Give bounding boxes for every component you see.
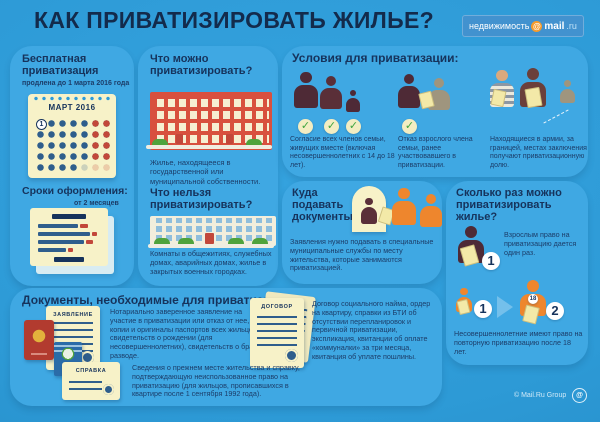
clerk-figure: [361, 198, 377, 232]
chart-bar: [38, 240, 84, 244]
applicant-figure: [420, 194, 442, 236]
calendar-faded-dots: [79, 162, 112, 173]
arrow-right-icon: [497, 296, 513, 318]
chest-badge: 18: [528, 294, 538, 304]
document-text: Договор социального найма, ордер на квар…: [312, 299, 431, 361]
condition-text: Находящиеся в армии, за границей, местах…: [490, 136, 587, 169]
condition-text: Отказ взрослого члена семьи, ранее участ…: [398, 136, 473, 169]
count-badge: 1: [482, 252, 500, 270]
bush-icon: [252, 238, 268, 245]
chart-bar: [38, 248, 66, 252]
seal-icon: [285, 349, 298, 362]
chart-bar: [80, 224, 88, 228]
seal-icon: [81, 351, 94, 364]
bush-icon: [246, 139, 262, 146]
chart-bar: [38, 232, 90, 236]
chart-bar: [86, 240, 93, 244]
condition-text: Согласие всех членов семьи, живущих вмес…: [290, 136, 395, 169]
page-title: КАК ПРИВАТИЗИРОВАТЬ ЖИЛЬЕ?: [34, 7, 434, 33]
door-icon: [176, 134, 183, 144]
refusing-adult-figure: [398, 74, 420, 118]
dogovor-document: ДОГОВОР: [250, 298, 304, 368]
spravka-document: СПРАВКА: [62, 362, 120, 400]
processing-time-chart: [30, 208, 108, 266]
check-icon: ✓: [402, 119, 417, 134]
bush-icon: [154, 238, 170, 245]
absent-ghost-figure: [560, 80, 575, 110]
document-text: Сведения о прежнем месте жительства и сп…: [132, 363, 300, 399]
brand-logo[interactable]: недвижимость @ mail .ru: [462, 15, 584, 37]
building-base: [146, 145, 272, 149]
where-text: Заявления нужно подавать в специальные м…: [290, 237, 434, 273]
chart-bar: [68, 248, 73, 252]
howmany-adult-text: Взрослым право на приватизацию дается од…: [504, 230, 577, 257]
door-icon: [205, 233, 214, 244]
building-base: [148, 244, 274, 248]
calendar-weekend-dots: [90, 118, 112, 173]
howmany-minor-text: Несовершеннолетние имеют право на повтор…: [454, 329, 583, 356]
section-howmany-title: Сколько раз можно приватизировать жилье?: [456, 187, 562, 223]
calendar-perforation: [33, 96, 111, 101]
chart-bar: [54, 257, 84, 262]
family-father-figure: [294, 72, 318, 118]
can-text: Жилье, находящееся в государственной или…: [150, 158, 261, 186]
seal-icon: [103, 384, 114, 395]
document-label: ДОГОВОР: [261, 304, 293, 310]
bush-icon: [178, 238, 194, 245]
calendar-day-1: 1: [36, 119, 47, 130]
document-label: СПРАВКА: [75, 368, 107, 374]
applicant-figure: [392, 188, 416, 236]
calendar-graphic: МАРТ 2016 1: [28, 94, 116, 178]
document-label: ЗАЯВЛЕНИЕ: [53, 312, 93, 318]
section-can-title: Что можно приватизировать?: [150, 53, 253, 77]
section-documents-title: Документы, необходимые для приватизации:: [22, 293, 296, 307]
document-text: Нотариально заверенное заявление на учас…: [110, 307, 267, 360]
can-building-icon: [150, 92, 272, 150]
chart-bar: [92, 232, 97, 236]
chart-bar: [52, 214, 86, 219]
document-lines: [69, 378, 102, 390]
section-where-title: Куда подавать документы?: [292, 187, 360, 223]
section-free-title: Бесплатная приватизация: [22, 53, 99, 77]
free-subtitle: продлена до 1 марта 2016 года: [22, 80, 130, 87]
check-icon: ✓: [346, 119, 361, 134]
section-timing-title: Сроки оформления:: [22, 185, 128, 197]
footer-at-badge: @: [572, 388, 587, 403]
section-conditions-title: Условия для приватизации:: [292, 51, 459, 65]
brand-mail: mail: [544, 20, 565, 32]
cannot-text: Комнаты в общежитиях, служебных домах, а…: [150, 249, 272, 276]
brand-name: недвижимость: [469, 21, 530, 31]
calendar-month: МАРТ 2016: [48, 103, 96, 112]
family-child-figure: [346, 90, 360, 118]
bush-icon: [228, 238, 244, 245]
family-mother-figure: [320, 76, 342, 118]
timing-duration: от 2 месяцев: [74, 200, 119, 207]
check-icon: ✓: [298, 119, 313, 134]
panel-background: [446, 181, 588, 365]
door-icon: [226, 134, 233, 144]
document-sheet-icon: [524, 86, 543, 109]
bush-icon: [152, 139, 168, 146]
count-badge: 1: [474, 300, 492, 318]
count-badge: 2: [546, 302, 564, 320]
brand-tld: .ru: [566, 21, 577, 31]
chart-bar: [38, 224, 78, 228]
passport-icon: [24, 320, 54, 360]
at-icon: @: [531, 20, 543, 32]
check-icon: ✓: [324, 119, 339, 134]
document-lines: [257, 314, 297, 346]
footer-copyright: © Mail.Ru Group: [514, 392, 567, 399]
section-cannot-title: Что нельзя приватизировать?: [150, 187, 253, 211]
